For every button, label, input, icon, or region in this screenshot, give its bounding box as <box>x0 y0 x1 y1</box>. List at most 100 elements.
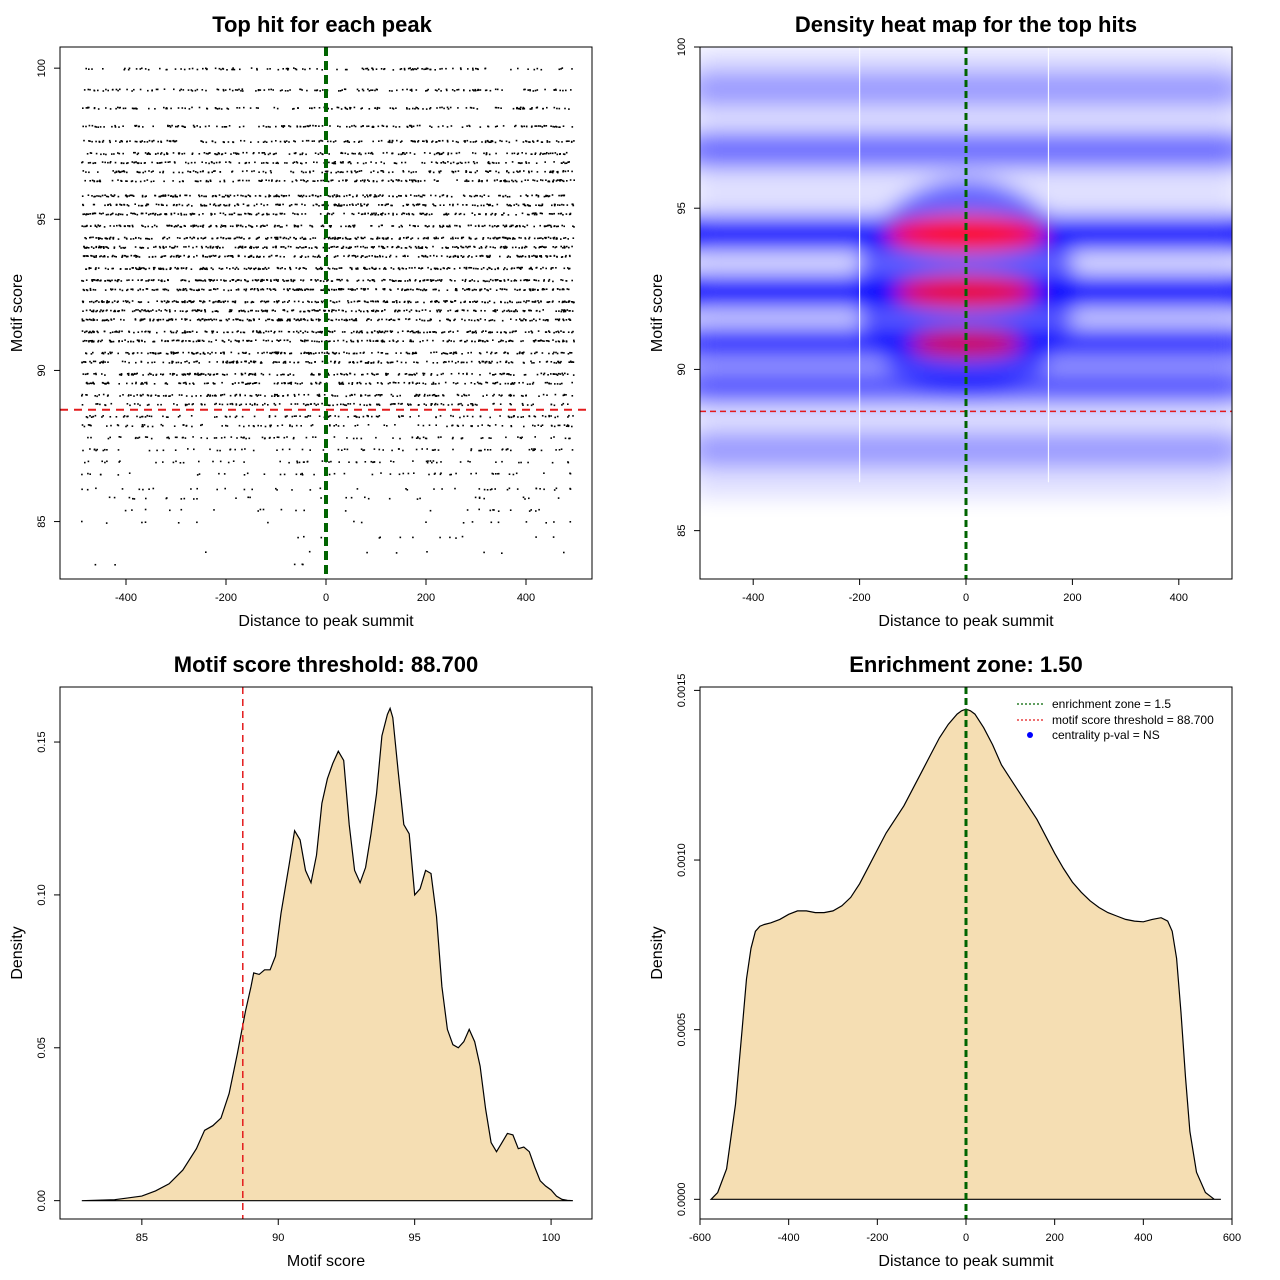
scatter-point <box>484 67 486 70</box>
scatter-point <box>367 301 369 304</box>
scatter-point <box>545 225 547 227</box>
scatter-point <box>255 330 258 332</box>
scatter-point <box>98 237 100 239</box>
scatter-point <box>285 140 288 142</box>
scatter-point <box>182 267 185 269</box>
scatter-point <box>134 151 136 154</box>
scatter-point <box>396 139 398 142</box>
scatter-point <box>550 267 553 269</box>
scatter-point <box>321 125 324 127</box>
scatter-point <box>195 245 198 248</box>
scatter-point <box>257 89 260 91</box>
scatter-point <box>98 301 100 303</box>
scatter-point <box>533 179 536 182</box>
scatter-point <box>417 204 420 206</box>
scatter-point <box>271 179 273 181</box>
scatter-point <box>422 194 424 196</box>
scatter-point <box>90 254 92 257</box>
scatter-point <box>267 153 270 156</box>
scatter-point <box>191 212 194 215</box>
scatter-point <box>162 268 165 271</box>
scatter-point <box>442 331 444 334</box>
scatter-point <box>133 331 135 334</box>
scatter-point <box>477 280 479 283</box>
scatter-point <box>466 180 468 183</box>
scatter-point <box>207 246 209 249</box>
scatter-point <box>233 152 235 154</box>
scatter-point <box>481 141 483 143</box>
scatter-point <box>241 88 244 90</box>
scatter-point <box>257 268 260 271</box>
scatter-point <box>139 310 142 313</box>
scatter-point <box>407 330 409 332</box>
scatter-point <box>426 339 429 342</box>
scatter-point <box>315 318 318 321</box>
scatter-point <box>123 203 125 206</box>
scatter-point <box>132 340 135 343</box>
scatter-point <box>467 245 470 248</box>
scatter-point <box>319 90 321 92</box>
scatter-point <box>133 310 136 312</box>
scatter-point <box>373 196 376 198</box>
scatter-point <box>480 246 483 248</box>
scatter-point <box>522 340 524 342</box>
scatter-point <box>119 225 122 228</box>
scatter-point <box>535 194 538 197</box>
scatter-point <box>90 331 93 334</box>
scatter-point <box>372 170 375 172</box>
scatter-point <box>280 330 283 333</box>
scatter-point <box>177 254 179 257</box>
scatter-point <box>238 107 241 109</box>
scatter-point <box>307 288 309 291</box>
scatter-point <box>302 318 305 321</box>
scatter-point <box>569 213 572 215</box>
scatter-point <box>317 301 319 303</box>
scatter-point <box>213 279 216 281</box>
scatter-point <box>502 125 505 127</box>
scatter-point <box>85 67 87 70</box>
scatter-point <box>529 288 532 291</box>
scatter-point <box>220 108 223 110</box>
scatter-point <box>303 180 305 182</box>
scatter-point <box>361 205 363 207</box>
scatter-point <box>99 180 101 183</box>
scatter-point <box>469 301 471 303</box>
scatter-point <box>474 330 477 332</box>
scatter-point <box>202 351 205 354</box>
scatter-point <box>564 310 567 312</box>
scatter-point <box>455 246 458 248</box>
scatter-point <box>134 203 136 205</box>
scatter-point <box>253 288 256 290</box>
scatter-point <box>399 237 401 239</box>
scatter-point <box>378 237 381 240</box>
scatter-point <box>199 126 201 128</box>
scatter-point <box>381 237 384 239</box>
scatter-point <box>384 309 386 311</box>
scatter-point <box>378 267 381 270</box>
scatter-point <box>478 339 480 342</box>
scatter-point <box>118 224 121 227</box>
scatter-point <box>94 162 97 164</box>
scatter-point <box>218 107 221 110</box>
scatter-point <box>446 300 448 302</box>
scatter-point <box>142 126 144 128</box>
scatter-point <box>370 171 372 174</box>
scatter-point <box>183 68 186 71</box>
scatter-point <box>292 279 295 281</box>
scatter-point <box>459 340 462 342</box>
scatter-point <box>288 153 291 155</box>
scatter-point <box>91 341 93 343</box>
scatter-point <box>352 152 355 155</box>
scatter-point <box>184 194 186 197</box>
scatter-point <box>506 237 508 240</box>
scatter-point <box>476 205 479 207</box>
scatter-point <box>404 300 406 303</box>
scatter-point <box>165 301 168 304</box>
scatter-point <box>479 126 482 128</box>
scatter-point <box>148 256 151 258</box>
scatter-point <box>288 319 291 322</box>
scatter-point <box>538 301 540 304</box>
scatter-point <box>218 67 221 70</box>
scatter-point <box>374 213 377 216</box>
scatter-point <box>559 153 561 155</box>
